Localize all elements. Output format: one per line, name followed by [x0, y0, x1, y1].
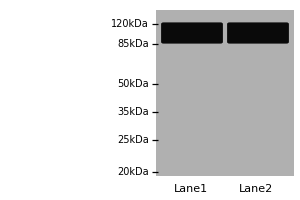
- Text: Lane2: Lane2: [239, 184, 274, 194]
- Text: 50kDa: 50kDa: [117, 79, 148, 89]
- Bar: [156, 10, 294, 176]
- Text: 25kDa: 25kDa: [117, 135, 148, 145]
- Text: 120kDa: 120kDa: [111, 19, 148, 29]
- FancyBboxPatch shape: [227, 22, 289, 44]
- Text: 35kDa: 35kDa: [117, 107, 148, 117]
- Text: 20kDa: 20kDa: [117, 167, 148, 177]
- Text: Lane1: Lane1: [173, 184, 208, 194]
- FancyBboxPatch shape: [161, 22, 223, 44]
- Text: 85kDa: 85kDa: [117, 39, 148, 49]
